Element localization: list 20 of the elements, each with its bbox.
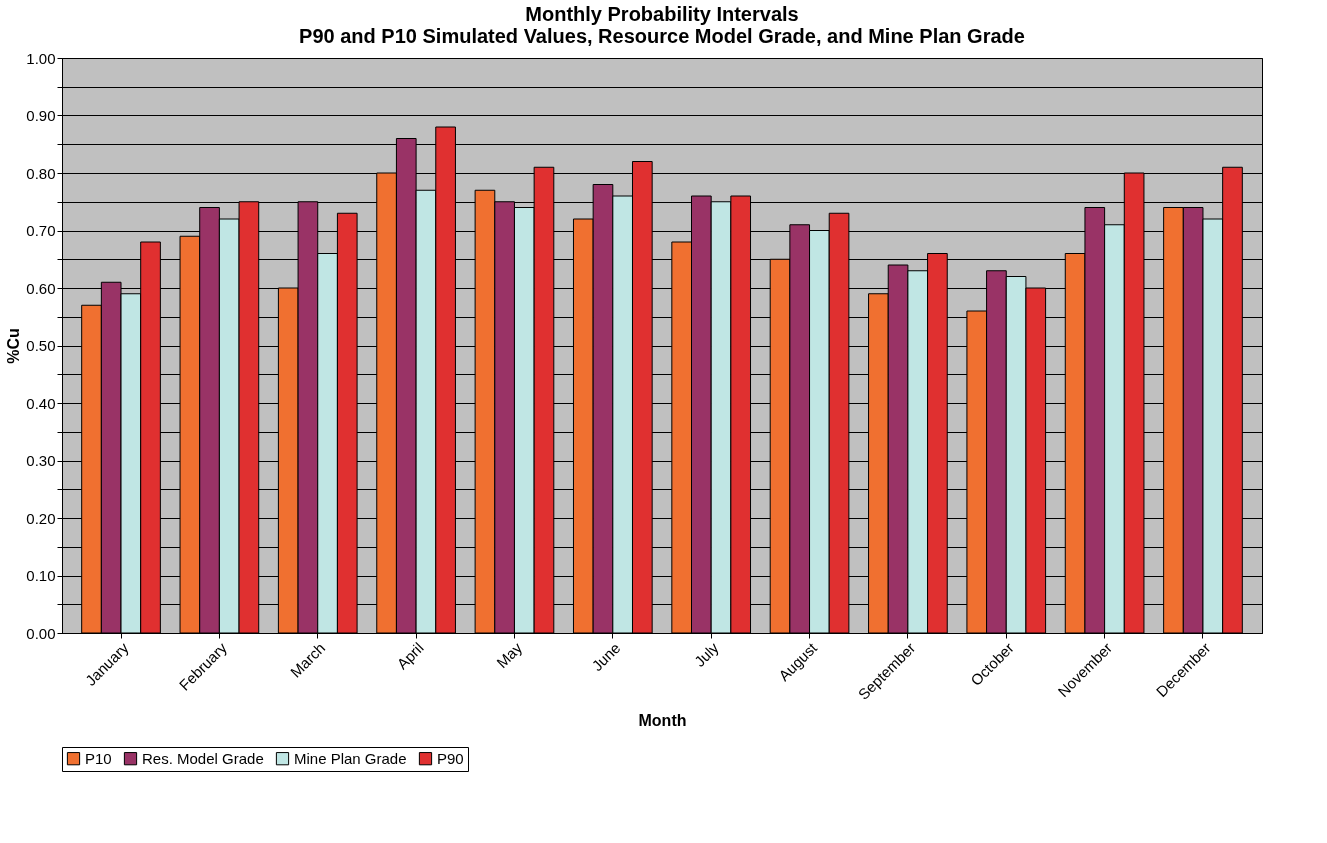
x-tick-label: May: [493, 638, 526, 672]
y-tick-label: 0.60: [26, 279, 56, 297]
y-tick-label: 0.70: [26, 222, 56, 239]
y-tick-label: 0.20: [26, 509, 56, 527]
y-tick-label: 0.90: [26, 107, 56, 124]
y-tick-label: 0.50: [26, 337, 56, 354]
legend-label: Res. Model Grade: [142, 749, 264, 767]
y-tick-label: 1.00: [26, 49, 56, 67]
legend-label: Mine Plan Grade: [294, 749, 407, 767]
legend-label: P90: [437, 749, 464, 767]
chart-title: Monthly Probability Intervals P90 and P10 Simulated Values, Resource Model Grade, and Mine Plan Grade: [299, 3, 1025, 47]
x-axis-title: Month: [638, 711, 687, 729]
x-tick-label: July: [690, 638, 723, 670]
y-tick-label: 0.40: [26, 394, 56, 412]
y-tick-label: 0.10: [26, 567, 56, 584]
legend-label: P10: [85, 749, 112, 767]
y-axis-title: %Cu: [5, 328, 23, 364]
y-tick-label: 0.00: [26, 624, 56, 642]
y-tick-label: 0.80: [26, 164, 56, 182]
y-tick-label: 0.30: [26, 452, 56, 469]
